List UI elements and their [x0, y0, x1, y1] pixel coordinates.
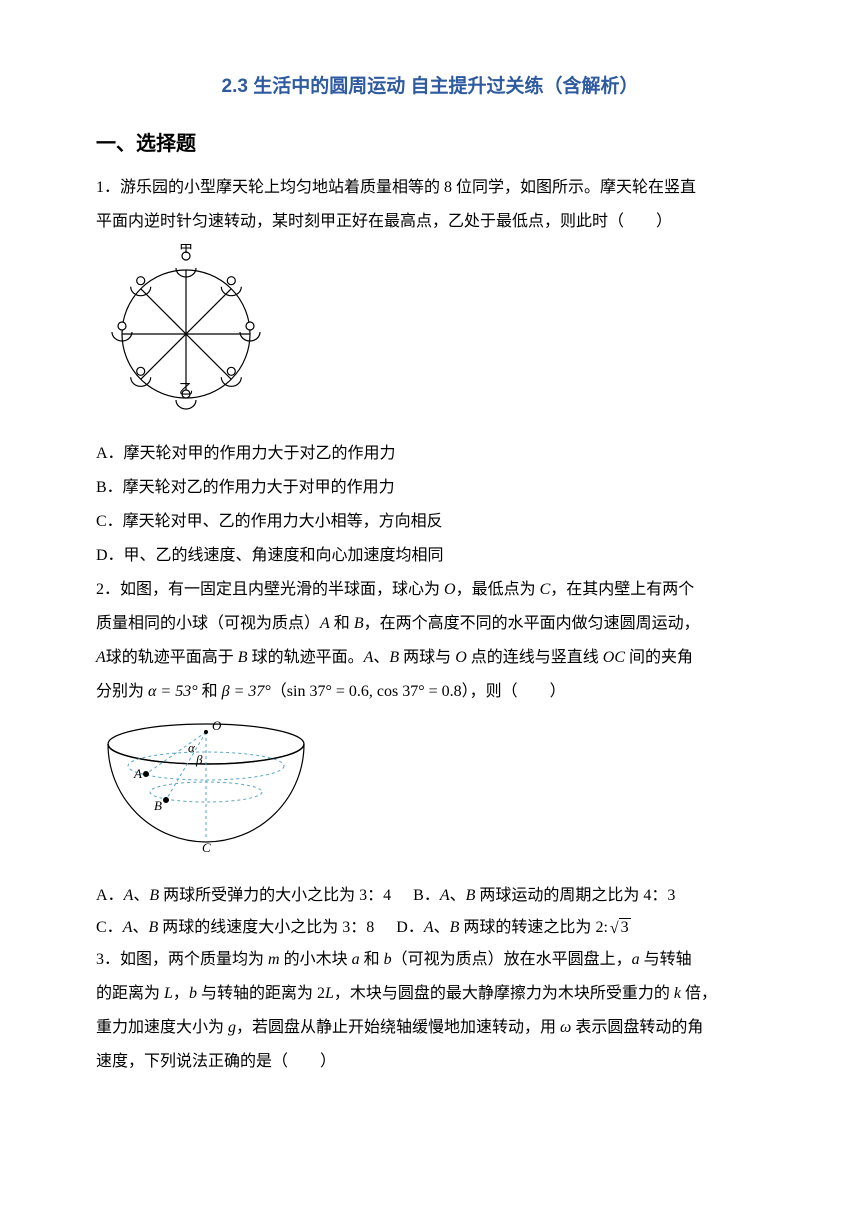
section-heading: 一、选择题 — [96, 124, 764, 164]
svg-text:B: B — [154, 798, 162, 813]
q2-option-d: D．A、B 两球的转速之比为 2:3 — [396, 912, 630, 944]
q1-option-d: D．甲、乙的线速度、角速度和向心加速度均相同 — [96, 540, 764, 572]
q2-stem-line2: 质量相同的小球（可视为质点）A 和 B，在两个高度不同的水平面内做匀速圆周运动， — [96, 608, 764, 640]
q3-stem-line1: 3．如图，两个质量均为 m 的小木块 a 和 b（可视为质点）放在水平圆盘上，a… — [96, 944, 764, 976]
q1-option-b: B．摩天轮对乙的作用力大于对甲的作用力 — [96, 472, 764, 504]
q1-label-top: 甲 — [179, 244, 193, 256]
q1-label-bottom: 乙 — [179, 382, 193, 398]
q1-figure: 甲 乙 — [96, 244, 764, 424]
q1-stem-line2: 平面内逆时针匀速转动，某时刻甲正好在最高点，乙处于最低点，则此时（ ） — [96, 206, 764, 238]
q2-figure: O A B C α β — [96, 714, 764, 866]
q2-stem-line3: A球的轨迹平面高于 B 球的轨迹平面。A、B 两球与 O 点的连线与竖直线 OC… — [96, 642, 764, 674]
q2-options-row2: C．A、B 两球的线速度大小之比为 3：8 D．A、B 两球的转速之比为 2:3 — [96, 912, 764, 944]
q2-option-c: C．A、B 两球的线速度大小之比为 3：8 — [96, 912, 374, 944]
q2-stem-line1: 2．如图，有一固定且内壁光滑的半球面，球心为 O，最低点为 C，在其内壁上有两个 — [96, 574, 764, 606]
q3-stem-line4: 速度，下列说法正确的是（ ） — [96, 1046, 764, 1078]
q3-stem-line3: 重力加速度大小为 g，若圆盘从静止开始绕轴缓慢地加速转动，用 ω 表示圆盘转动的… — [96, 1012, 764, 1044]
svg-text:C: C — [202, 840, 211, 854]
q2-option-b: B．A、B 两球运动的周期之比为 4：3 — [413, 880, 675, 912]
q2-options-row1: A．A、B 两球所受弹力的大小之比为 3：4 B．A、B 两球运动的周期之比为 … — [96, 880, 764, 912]
svg-text:α: α — [188, 740, 196, 755]
q2-option-a: A．A、B 两球所受弹力的大小之比为 3：4 — [96, 880, 391, 912]
svg-text:β: β — [195, 752, 203, 767]
svg-text:O: O — [212, 718, 222, 733]
q1-stem-line1: 1．游乐园的小型摩天轮上均匀地站着质量相等的 8 位同学，如图所示。摩天轮在竖直 — [96, 172, 764, 204]
q1-option-a: A．摩天轮对甲的作用力大于对乙的作用力 — [96, 438, 764, 470]
page-title: 2.3 生活中的圆周运动 自主提升过关练（含解析） — [96, 68, 764, 106]
q3-stem-line2: 的距离为 L，b 与转轴的距离为 2L，木块与圆盘的最大静摩擦力为木块所受重力的… — [96, 978, 764, 1010]
q1-option-c: C．摩天轮对甲、乙的作用力大小相等，方向相反 — [96, 506, 764, 538]
q2-stem-line4: 分别为 α = 53° 和 β = 37°（sin 37° = 0.6, cos… — [96, 676, 764, 708]
svg-text:A: A — [133, 766, 142, 781]
